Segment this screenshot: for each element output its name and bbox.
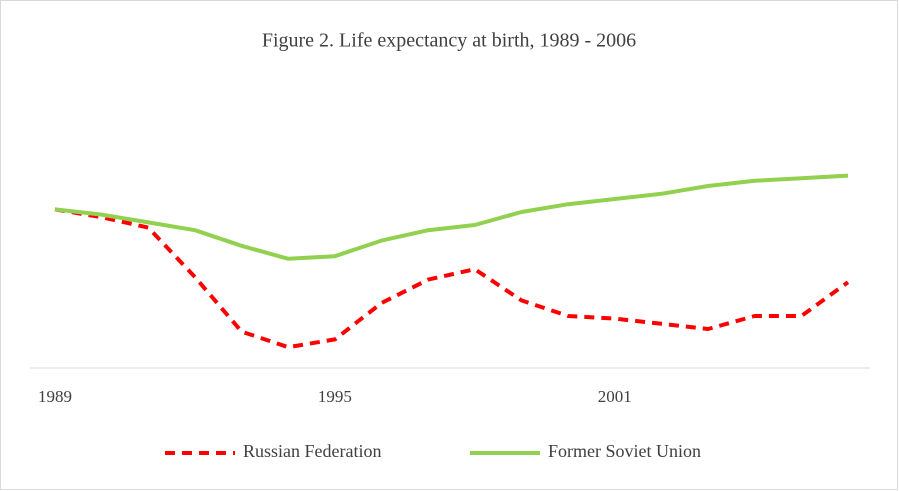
data-line bbox=[54, 207, 850, 350]
legend-label: Russian Federation bbox=[243, 441, 381, 461]
data-line bbox=[54, 173, 849, 261]
legend-label: Former Soviet Union bbox=[548, 441, 701, 461]
x-tick-label: 1989 bbox=[38, 387, 72, 406]
chart-title: Figure 2. Life expectancy at birth, 1989… bbox=[262, 30, 636, 52]
x-tick-label: 1995 bbox=[318, 387, 352, 406]
x-tick-label: 2001 bbox=[598, 387, 632, 406]
